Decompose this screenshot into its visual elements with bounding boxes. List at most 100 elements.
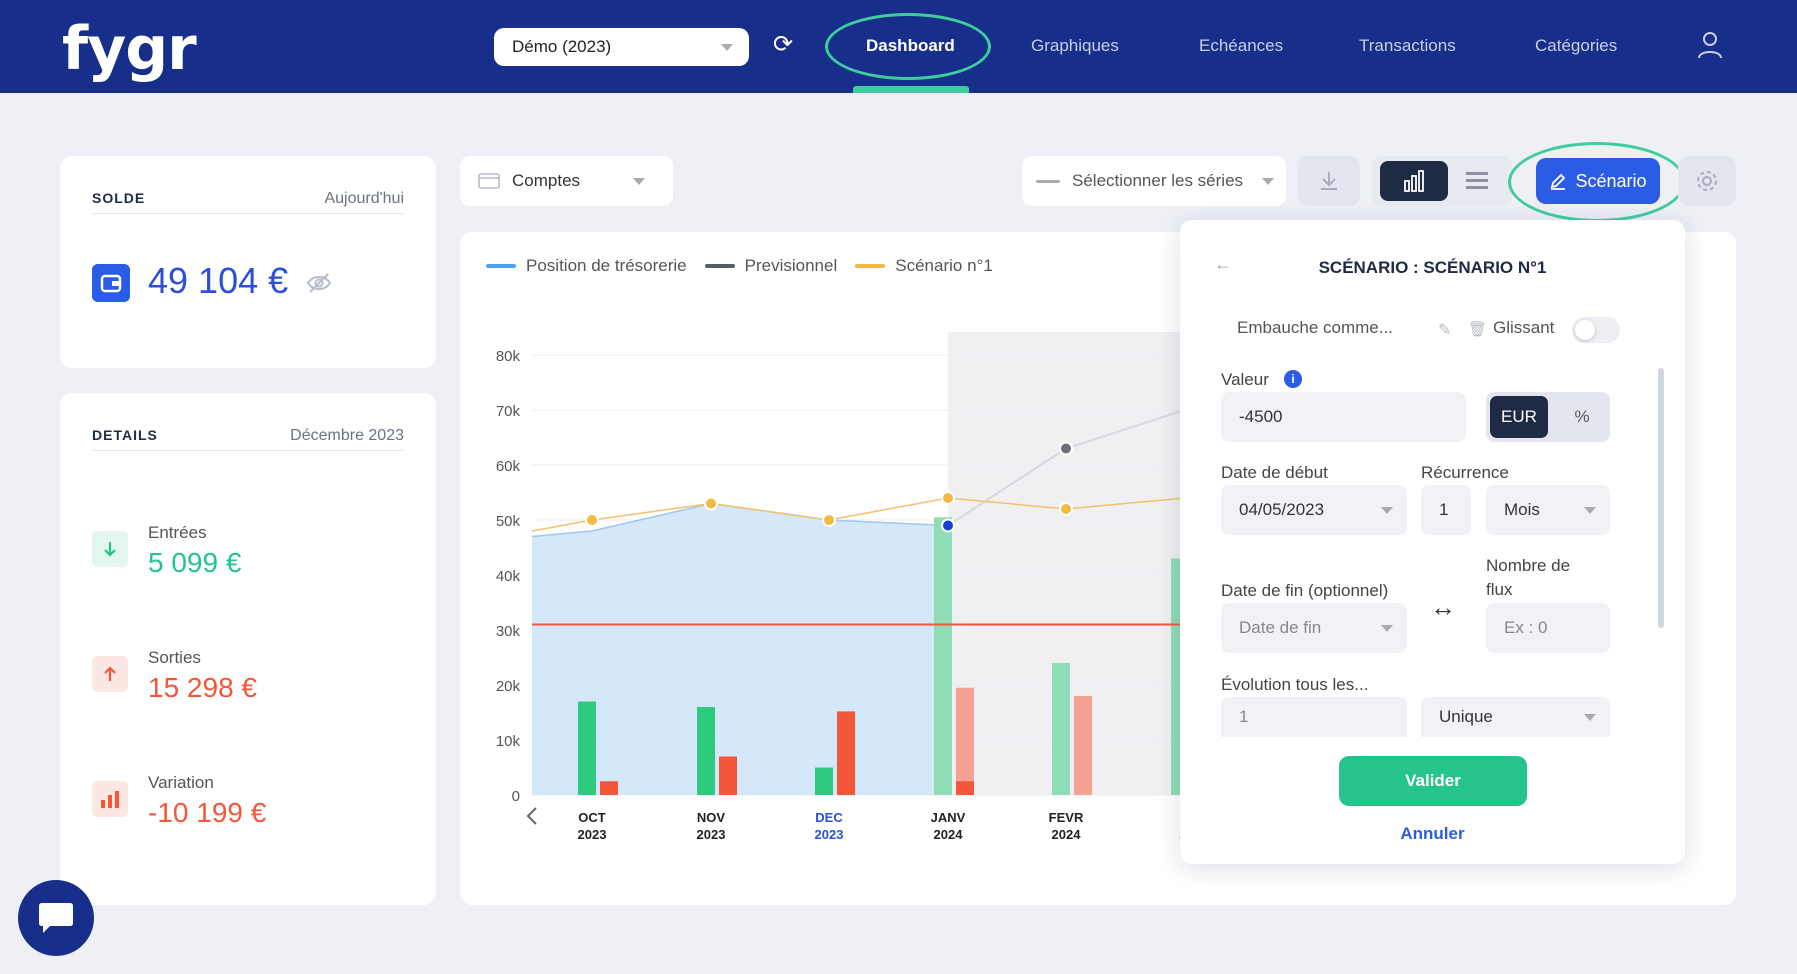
scenario-panel: ← SCÉNARIO : SCÉNARIO N°1 Embauche comme… [1180, 220, 1685, 864]
bar-chart-icon [92, 781, 128, 817]
date-fin-label: Date de fin (optionnel) [1221, 581, 1389, 600]
nav-graphiques[interactable]: Graphiques [1031, 36, 1119, 55]
scenario-point [1059, 502, 1073, 516]
unit-eur-button[interactable]: EUR [1490, 396, 1548, 438]
details-period: Décembre 2023 [290, 427, 404, 444]
swap-arrows-icon: ↔ [1430, 592, 1456, 622]
nb-flux-label-line2: flux [1486, 580, 1513, 599]
nav-transactions[interactable]: Transactions [1359, 36, 1456, 55]
scenario-point [704, 496, 718, 511]
accounts-select-value: Comptes [512, 171, 581, 190]
chevron-left-icon[interactable] [526, 807, 537, 825]
recurrence-unit-select[interactable]: Mois [1486, 485, 1610, 535]
evolution-number-value: 1 [1239, 707, 1249, 726]
entrees-value: 5 099 € [148, 547, 242, 578]
settings-button[interactable] [1678, 156, 1736, 206]
download-button[interactable] [1298, 156, 1360, 206]
chat-button[interactable] [18, 880, 94, 956]
evolution-unit-select[interactable]: Unique [1421, 697, 1610, 737]
legend-item[interactable]: Position de trésorerie [486, 256, 687, 276]
bar-chart-icon [1404, 170, 1424, 192]
list-view-icon[interactable] [1464, 169, 1490, 193]
scrollbar-thumb[interactable] [1658, 368, 1664, 628]
solde-title: SOLDE [92, 190, 146, 206]
recurrence-unit-value: Mois [1504, 500, 1540, 519]
y-tick-label: 30k [496, 623, 521, 640]
panel-title: SCÉNARIO : SCÉNARIO N°1 [1318, 258, 1547, 277]
glissant-label: Glissant [1493, 318, 1555, 337]
user-icon[interactable] [1697, 30, 1723, 60]
series-select[interactable]: Sélectionner les séries [1022, 156, 1286, 206]
recurrence-label: Récurrence [1421, 463, 1509, 482]
wallet-icon [92, 264, 130, 302]
scenario-item-name[interactable]: Embauche comme... [1237, 318, 1393, 337]
accounts-select[interactable]: Comptes [460, 156, 673, 206]
edit-icon[interactable]: ✎ [1438, 322, 1452, 339]
entrees-bar [1052, 663, 1070, 795]
entrees-bar [934, 517, 952, 795]
details-title: DETAILS [92, 427, 158, 443]
solde-card-header: SOLDE Aujourd'hui [92, 190, 404, 214]
x-tick-year: 2023 [815, 827, 844, 842]
recurrence-number-input[interactable]: 1 [1421, 485, 1471, 535]
sorties-bar [956, 687, 974, 795]
y-tick-label: 10k [496, 733, 521, 750]
chevron-down-icon [1584, 507, 1596, 514]
date-debut-select[interactable]: 04/05/2023 [1221, 485, 1407, 535]
pencil-icon [1551, 173, 1566, 190]
evolution-unit-value: Unique [1439, 707, 1493, 726]
nb-flux-label-line1: Nombre de [1486, 556, 1571, 575]
eye-hidden-icon[interactable] [306, 272, 332, 294]
y-tick-label: 0 [512, 788, 520, 805]
back-arrow-icon[interactable]: ← [1214, 254, 1232, 274]
recurrence-number-value: 1 [1439, 500, 1449, 519]
legend-item[interactable]: Scénario n°1 [855, 256, 993, 276]
date-fin-placeholder: Date de fin [1239, 618, 1322, 637]
chevron-down-icon [1584, 714, 1596, 721]
chevron-down-icon [1381, 507, 1393, 514]
evolution-number-input[interactable]: 1 [1221, 697, 1407, 737]
chevron-down-icon [721, 44, 733, 51]
refresh-icon[interactable]: ⟳ [772, 31, 794, 58]
app-logo[interactable]: fygr [62, 14, 197, 84]
balance-amount: 49 104 € [148, 260, 289, 301]
arrow-down-icon [92, 531, 128, 567]
chevron-down-icon [1262, 178, 1274, 185]
entrees-bar [697, 707, 715, 795]
info-icon[interactable]: i [1284, 370, 1302, 388]
chart-legend: Position de trésorerie Previsionnel Scén… [486, 256, 993, 276]
glissant-toggle[interactable] [1572, 317, 1620, 343]
entrees-bar [578, 701, 596, 795]
valeur-label: Valeur [1221, 370, 1269, 389]
nav-echeances[interactable]: Echéances [1199, 36, 1284, 55]
sorties-bar [1074, 696, 1092, 795]
date-fin-select[interactable]: Date de fin [1221, 603, 1407, 653]
x-tick-year: 2023 [697, 827, 726, 842]
chat-bubble-icon [39, 903, 73, 933]
nav-dashboard[interactable]: Dashboard [866, 36, 955, 55]
annuler-link[interactable]: Annuler [1400, 824, 1465, 843]
valeur-input[interactable]: -4500 [1221, 392, 1466, 442]
valider-button[interactable]: Valider [1339, 756, 1527, 806]
chart-view-button[interactable] [1380, 161, 1448, 201]
legend-item[interactable]: Previsionnel [704, 256, 837, 276]
nav-active-indicator [853, 86, 969, 93]
scenario-button[interactable]: Scénario [1536, 158, 1660, 204]
current-position-point [941, 518, 955, 533]
date-debut-label: Date de début [1221, 463, 1328, 482]
nb-flux-input[interactable]: Ex : 0 [1486, 603, 1610, 653]
highlight-ring [825, 13, 991, 80]
x-tick-label: DEC [815, 810, 843, 825]
year-select[interactable]: Démo (2023) [494, 28, 749, 66]
scenario-point [822, 513, 836, 527]
trash-icon[interactable]: 🗑 [1468, 321, 1488, 338]
gear-icon [1697, 171, 1717, 191]
unit-percent-button[interactable]: % [1574, 407, 1590, 426]
variation-label: Variation [148, 773, 214, 792]
sorties-bar [719, 756, 737, 795]
nav-categories[interactable]: Catégories [1535, 36, 1618, 55]
entrees-bar [815, 767, 833, 795]
y-tick-label: 70k [496, 403, 521, 420]
sorties-bar [600, 781, 618, 795]
panel-scrollbar[interactable] [1658, 368, 1664, 628]
